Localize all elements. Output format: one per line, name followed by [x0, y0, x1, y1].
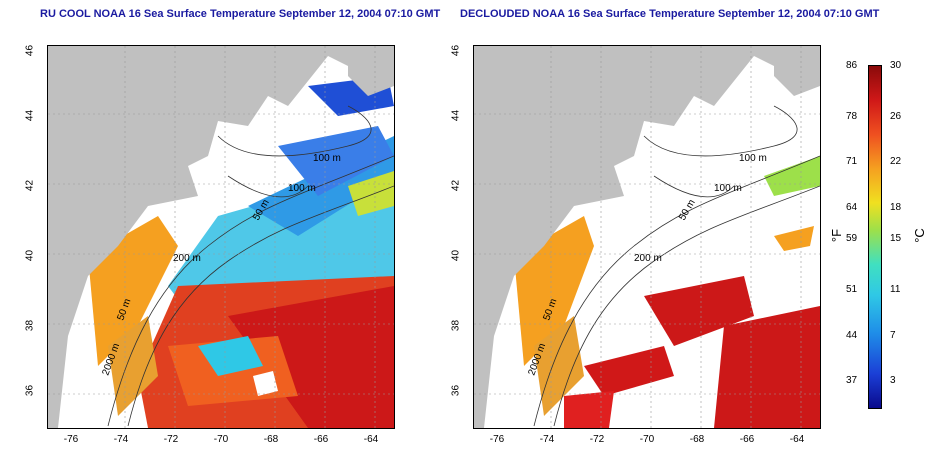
lat-tick: 36 [24, 384, 36, 397]
fahrenheit-unit: °F [829, 228, 845, 243]
right-map-title: DECLOUDED NOAA 16 Sea Surface Temperatur… [460, 8, 880, 20]
isobath-label: 100 m [313, 153, 341, 164]
celsius-tick: 7 [890, 330, 896, 341]
lon-tick: -70 [639, 434, 655, 445]
lat-tick: 46 [450, 44, 462, 57]
fahrenheit-tick: 59 [846, 233, 858, 244]
fahrenheit-tick: 78 [846, 111, 858, 122]
lat-tick: 42 [24, 179, 36, 192]
isobath-label: 200 m [173, 253, 201, 264]
lat-tick: 46 [24, 44, 36, 57]
lat-tick: 38 [450, 319, 462, 332]
lat-tick: 38 [24, 319, 36, 332]
lat-tick: 36 [450, 384, 462, 397]
lat-tick: 40 [24, 249, 36, 262]
lon-tick: -70 [213, 434, 229, 445]
isobath-label: 200 m [634, 253, 662, 264]
celsius-tick: 22 [890, 156, 902, 167]
celsius-tick: 26 [890, 111, 902, 122]
sst-map-declouded: 100 m 100 m 50 m 200 m 50 m 2000 m [473, 45, 821, 429]
lon-tick: -64 [363, 434, 379, 445]
lon-tick: -72 [589, 434, 605, 445]
isobath-label: 100 m [714, 183, 742, 194]
celsius-tick: 30 [890, 60, 902, 71]
lon-tick: -76 [63, 434, 79, 445]
fahrenheit-tick: 44 [846, 330, 858, 341]
fahrenheit-tick: 51 [846, 284, 858, 295]
lon-tick: -76 [489, 434, 505, 445]
lon-tick: -68 [263, 434, 279, 445]
lon-tick: -74 [539, 434, 555, 445]
lat-tick: 44 [24, 109, 36, 122]
fahrenheit-tick: 86 [846, 60, 858, 71]
celsius-tick: 3 [890, 375, 896, 386]
left-map-title: RU COOL NOAA 16 Sea Surface Temperature … [40, 8, 441, 20]
fahrenheit-tick: 37 [846, 375, 858, 386]
sst-map-raw: 100 m 100 m 50 m 200 m 50 m 2000 m [47, 45, 395, 429]
lon-tick: -68 [689, 434, 705, 445]
lon-tick: -72 [163, 434, 179, 445]
lat-tick: 44 [450, 109, 462, 122]
celsius-tick: 15 [890, 233, 902, 244]
temperature-colorbar [868, 65, 882, 409]
lon-tick: -74 [113, 434, 129, 445]
lon-tick: -66 [313, 434, 329, 445]
fahrenheit-tick: 71 [846, 156, 858, 167]
celsius-tick: 18 [890, 202, 902, 213]
celsius-tick: 11 [890, 284, 901, 295]
fahrenheit-tick: 64 [846, 202, 858, 213]
lat-tick: 40 [450, 249, 462, 262]
lon-tick: -66 [739, 434, 755, 445]
celsius-unit: °C [911, 228, 927, 243]
isobath-label: 100 m [288, 183, 316, 194]
lat-tick: 42 [450, 179, 462, 192]
isobath-label: 100 m [739, 153, 767, 164]
lon-tick: -64 [789, 434, 805, 445]
